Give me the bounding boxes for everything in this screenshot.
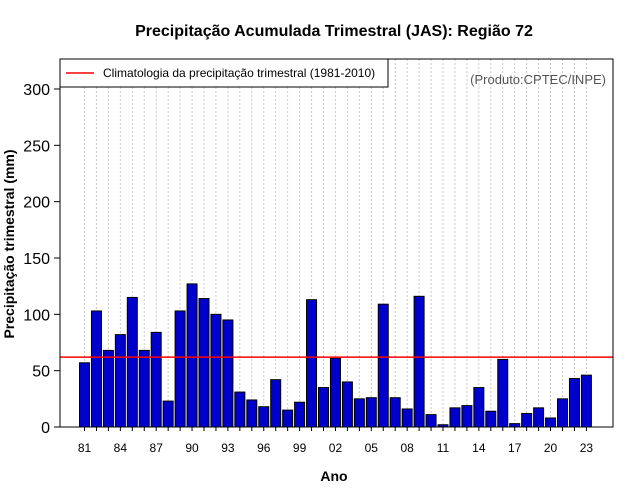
bar-1986	[138, 349, 150, 428]
bar-1987	[150, 331, 162, 428]
x-tick-label: 87	[150, 441, 164, 455]
x-tick-label: 84	[114, 441, 128, 455]
bar-2010	[425, 414, 437, 428]
x-tick-label: 11	[437, 441, 450, 455]
bar-2013	[461, 405, 473, 428]
legend-label: Climatologia da precipitação trimestral …	[103, 66, 375, 80]
x-tick-label: 99	[293, 441, 307, 455]
x-axis-label: Ano	[320, 468, 347, 484]
bar-1988	[162, 400, 174, 428]
bar-1983	[102, 349, 114, 428]
bar-1995	[246, 399, 258, 428]
x-tick-label: 96	[257, 441, 271, 455]
y-tick-label: 100	[23, 307, 50, 324]
bar-2009	[413, 295, 425, 428]
bar-2007	[389, 397, 401, 428]
bar-2014	[473, 387, 485, 428]
bar-2012	[449, 407, 461, 428]
legend: Climatologia da precipitação trimestral …	[59, 58, 389, 88]
bar-2023	[580, 374, 592, 428]
grid-lines	[84, 59, 587, 427]
y-tick-label: 250	[23, 138, 50, 155]
bar-2015	[485, 410, 497, 428]
bar-1981	[79, 362, 90, 428]
bar-2017	[509, 423, 521, 428]
legend-box	[59, 58, 389, 88]
y-axis-label: Precipitação trimestral (mm)	[1, 149, 17, 338]
x-tick-label: 81	[78, 441, 92, 455]
bar-2008	[401, 408, 413, 428]
bar-2016	[497, 358, 509, 428]
bar-1994	[234, 391, 246, 428]
bar-1984	[114, 334, 126, 428]
bar-2018	[521, 412, 533, 428]
x-tick-label: 20	[544, 441, 558, 455]
bar-2003	[341, 381, 353, 428]
y-tick-label: 0	[41, 420, 50, 437]
bar-1991	[198, 298, 210, 428]
bar-2002	[329, 357, 341, 428]
bar-1990	[186, 283, 198, 428]
bar-1993	[222, 319, 234, 428]
bar-2020	[545, 417, 557, 428]
bar-2019	[533, 407, 545, 428]
bar-2005	[365, 397, 377, 428]
x-tick-label: 17	[508, 441, 522, 455]
bar-2006	[377, 303, 389, 428]
bar-1996	[258, 406, 270, 428]
x-tick-label: 08	[400, 441, 414, 455]
x-tick-label: 93	[221, 441, 235, 455]
y-tick-label: 150	[23, 251, 50, 268]
x-tick-label: 05	[365, 441, 379, 455]
x-tick-label: 23	[580, 441, 594, 455]
x-tick-label: 02	[329, 441, 343, 455]
x-tick-label: 90	[185, 441, 199, 455]
bar-1997	[270, 379, 282, 428]
bar-2022	[568, 378, 580, 428]
y-tick-label: 50	[32, 364, 50, 381]
chart-title: Precipitação Acumulada Trimestral (JAS):…	[135, 23, 533, 40]
bars-group	[79, 283, 592, 428]
axes-group: 0 50 100 150 200 250 300 81 84 87 90 93 96 99 02 05 08 11…	[23, 82, 593, 455]
y-tick-label: 300	[23, 82, 50, 99]
bar-2001	[318, 387, 329, 428]
bar-1982	[90, 310, 102, 428]
credit-text: (Produto:CPTEC/INPE)	[470, 72, 606, 87]
bar-2021	[557, 398, 568, 428]
bar-1998	[282, 409, 294, 428]
bar-1992	[210, 313, 222, 428]
bar-1999	[294, 401, 306, 428]
bar-1985	[126, 296, 138, 428]
x-tick-label: 14	[472, 441, 486, 455]
bar-2000	[306, 299, 318, 428]
y-tick-label: 200	[23, 195, 50, 212]
bar-1989	[174, 310, 186, 428]
bar-2004	[353, 398, 365, 428]
